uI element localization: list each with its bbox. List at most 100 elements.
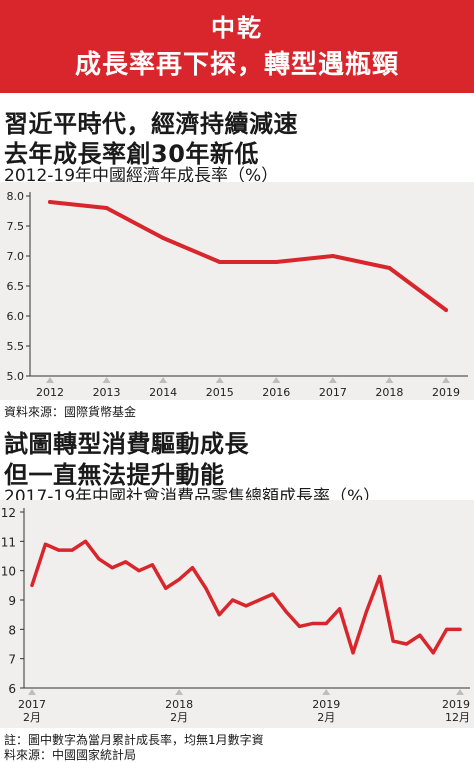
chart2-data-point: [190, 566, 195, 570]
chart2-y-tick-label: 9: [8, 594, 16, 608]
chart2-y-tick-label: 11: [1, 535, 16, 549]
chart1-data-point: [48, 200, 52, 204]
chart1-x-tick-marker: [102, 377, 111, 383]
chart2-heading-line1: 試圖轉型消費驅動成長: [4, 430, 249, 458]
chart1-data-point: [444, 308, 448, 312]
chart2-data-point: [217, 613, 221, 617]
chart1-y-tick-label: 5.5: [7, 340, 25, 353]
chart2-data-point: [231, 598, 235, 602]
chart2-x-tick-year: 2019: [442, 698, 470, 711]
chart2-data-point: [297, 624, 302, 628]
chart1-panel: 8.0 7.5 7.0 6.5 6.0 5.5 5.0 2012 2013 2014 2015 201…: [0, 182, 474, 400]
chart1-x-tick-label: 2016: [262, 386, 290, 399]
chart2-x-tick-month: 2月: [317, 711, 335, 724]
chart1-y-tick-label: 6.5: [7, 280, 25, 293]
chart2-series-line: [30, 539, 462, 655]
chart1-x-tick-label: 2015: [206, 386, 234, 399]
chart1-source: 資料來源：國際貨幣基金: [4, 405, 137, 419]
chart2-x-tick-marker: [175, 689, 184, 695]
chart2-y-tick-label: 7: [8, 653, 16, 667]
chart2-data-point: [364, 610, 368, 614]
chart1-series-line: [48, 200, 448, 312]
chart1-y-tick-label: 5.0: [7, 370, 25, 383]
chart1-y-tick-label: 8.0: [7, 190, 25, 203]
chart1-heading-line1: 習近平時代，經濟持續減速: [4, 110, 298, 138]
chart2-data-point: [124, 560, 128, 564]
chart2-note: 註：圖中數字為當月累計成長率，均無1月數字資: [4, 733, 264, 747]
banner-title: 中乾: [211, 14, 263, 42]
chart2-data-point: [83, 539, 88, 543]
title-banner: 中乾 成長率再下探，轉型遇瓶頸: [0, 0, 474, 93]
chart1-y-tick-label: 7.5: [7, 220, 25, 233]
chart1-data-point: [330, 254, 335, 258]
chart2-data-point: [97, 557, 101, 561]
chart2-data-point: [271, 592, 275, 596]
chart2-x-tick-marker: [28, 689, 36, 695]
chart1-x-tick-marker: [46, 377, 54, 383]
chart2-data-point: [43, 542, 47, 546]
chart2-data-point: [431, 651, 435, 655]
chart2-panel: 12 11 10 9 8 7 6 2017 2月 2018 2月 2019 2月 2019 12月: [0, 500, 474, 728]
chart1-x-tick-marker: [159, 377, 168, 383]
chart2-data-point: [311, 621, 315, 626]
chart2-data-point: [391, 639, 395, 643]
chart1-heading-line2: 去年成長率創30年新低: [4, 140, 259, 168]
chart2-x-tick-year: 2017: [18, 698, 46, 711]
chart2-data-point: [137, 569, 141, 573]
chart2-x-tick-month: 2月: [23, 711, 41, 724]
chart2-x-tick-year: 2019: [312, 698, 340, 711]
chart1-data-point: [217, 260, 222, 264]
chart1-data-point: [104, 206, 109, 210]
chart2-data-point: [257, 598, 261, 602]
chart1-x-tick-marker: [385, 377, 394, 383]
chart1-data-point: [161, 236, 166, 240]
chart2-x-tick-month: 12月: [445, 711, 470, 724]
chart2-data-point: [204, 586, 208, 590]
chart1-data-point: [274, 260, 279, 264]
chart2-data-point: [110, 566, 114, 570]
chart2-y-tick-label: 8: [8, 623, 16, 637]
chart2-data-point: [30, 583, 34, 587]
chart1-x-tick-marker: [272, 377, 281, 383]
chart2-data-point: [445, 627, 449, 631]
chart2-data-point: [57, 548, 61, 552]
chart2-y-tick-label: 6: [8, 682, 16, 696]
chart2-x-tick-marker: [456, 689, 464, 695]
chart1-x-tick-label: 2019: [432, 386, 460, 399]
chart1-x-tick-marker: [328, 377, 337, 383]
chart2-data-point: [70, 548, 74, 552]
gdp-growth-chart: 8.0 7.5 7.0 6.5 6.0 5.5 5.0 2012 2013 2014 2015 201…: [7, 190, 468, 399]
chart2-source: 料來源：中國國家統計局: [4, 748, 137, 762]
chart1-x-tick-label: 2013: [93, 386, 121, 399]
chart1-x-tick-label: 2018: [375, 386, 403, 399]
chart2-data-point: [244, 604, 248, 608]
chart2-data-point: [284, 610, 288, 614]
banner-subtitle: 成長率再下探，轉型遇瓶頸: [74, 50, 399, 80]
chart1-y-tick-label: 7.0: [7, 250, 25, 263]
chart2-heading-line2: 但一直無法提升動能: [4, 461, 225, 489]
chart2-data-point: [378, 574, 382, 579]
chart2-x-tick-month: 2月: [170, 711, 188, 724]
chart2-data-point: [418, 633, 422, 637]
chart1-y-tick-label: 6.0: [7, 310, 25, 323]
chart2-data-point: [324, 621, 328, 626]
chart2-x-tick-year: 2018: [165, 698, 193, 711]
chart2-data-point: [150, 563, 154, 567]
chart1-x-tick-label: 2017: [319, 386, 347, 399]
chart2-data-point: [458, 627, 462, 631]
chart1-x-tick-label: 2014: [149, 386, 177, 399]
chart1-subtitle: 2012-19年中國經濟年成長率（%）: [4, 166, 279, 186]
chart2-data-point: [164, 586, 168, 590]
chart2-y-tick-label: 12: [1, 506, 16, 520]
chart2-data-point: [404, 642, 409, 646]
chart1-data-point: [387, 266, 392, 270]
chart2-data-point: [177, 577, 181, 582]
chart1-x-tick-marker: [215, 377, 224, 383]
chart2-y-tick-label: 10: [1, 565, 16, 579]
chart2-data-point: [351, 651, 355, 655]
chart1-x-tick-marker: [442, 377, 450, 383]
chart1-x-tick-label: 2012: [36, 386, 64, 399]
chart2-data-point: [338, 607, 342, 611]
chart2-x-tick-marker: [322, 689, 331, 695]
